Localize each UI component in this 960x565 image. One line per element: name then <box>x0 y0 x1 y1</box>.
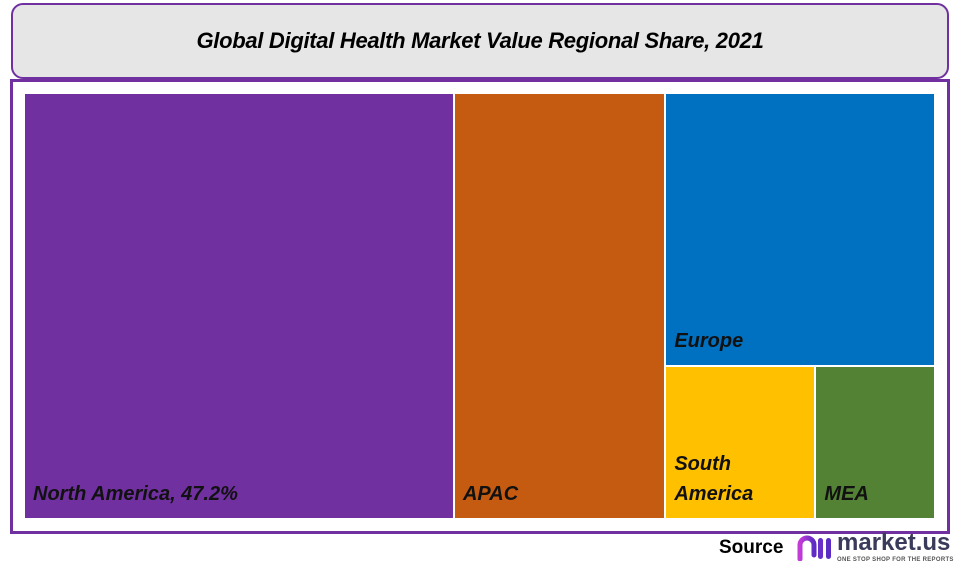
treemap-label-south-america: South America <box>674 452 754 505</box>
treemap-label-north-america: North America, 47.2% <box>33 483 238 505</box>
chart-title: Global Digital Health Market Value Regio… <box>196 28 764 53</box>
treemap: North America, 47.2% APAC Europe South Amer… <box>24 93 935 519</box>
source-label: Source <box>719 537 784 558</box>
chart-title-box: Global Digital Health Market Value Regio… <box>11 3 949 79</box>
treemap-label-apac: APAC <box>462 483 519 505</box>
treemap-cell-europe: Europe <box>665 93 935 367</box>
logo-text: market.us <box>837 529 951 556</box>
treemap-label-mea: MEA <box>824 482 869 505</box>
market-us-logo: market.us ONE STOP SHOP FOR THE REPORTS <box>797 530 954 564</box>
logo-tagline: ONE STOP SHOP FOR THE REPORTS <box>837 557 954 563</box>
treemap-cell-mea: MEA <box>815 366 935 519</box>
treemap-cell-north-america: North America, 47.2% <box>24 93 454 519</box>
treemap-cell-south-america: South America <box>665 366 816 519</box>
logo-icon <box>797 535 831 561</box>
treemap-cell-apac: APAC <box>453 93 666 519</box>
treemap-label-europe: Europe <box>674 330 744 353</box>
